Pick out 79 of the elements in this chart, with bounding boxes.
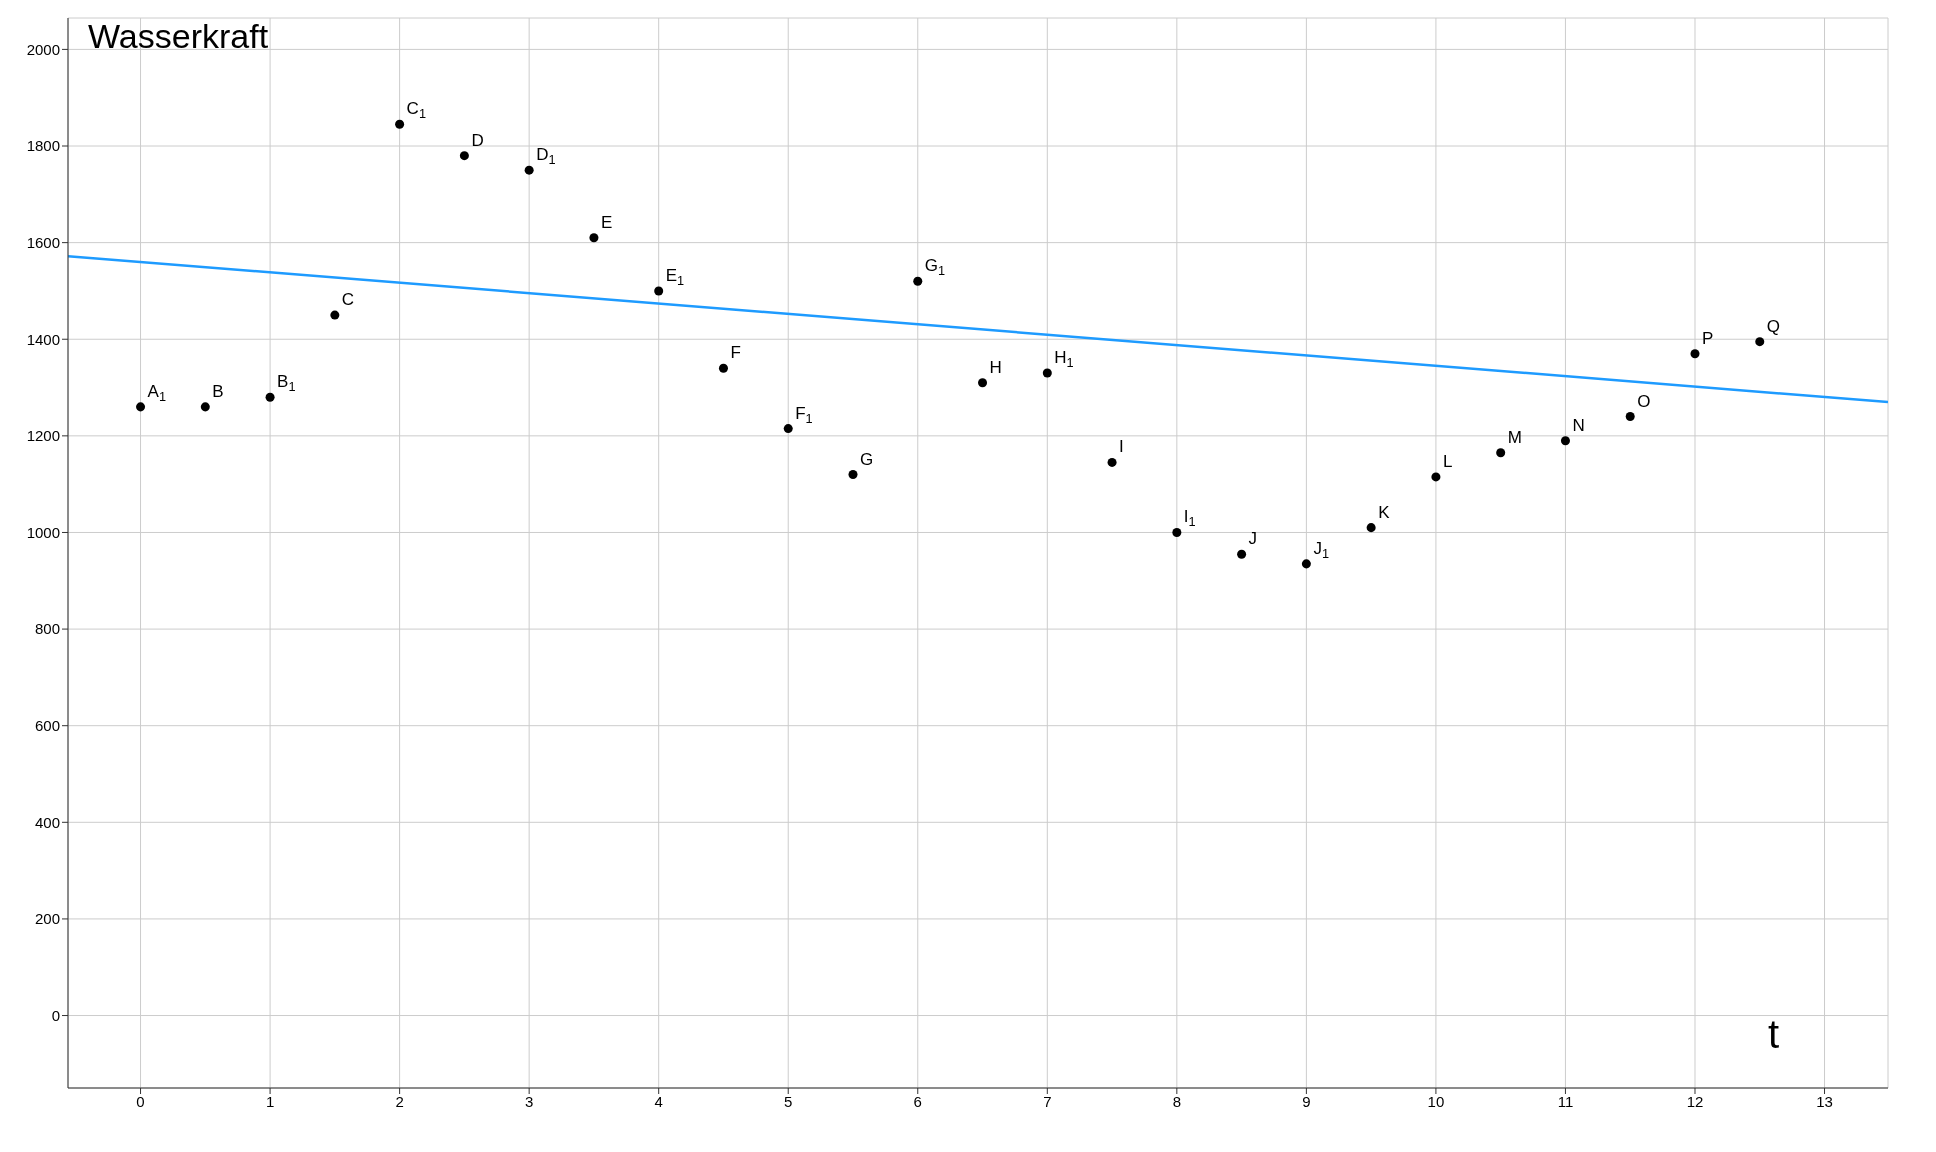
y-tick-label: 1600: [26, 233, 60, 251]
point: [913, 276, 923, 286]
x-tick-label: 4: [654, 1092, 663, 1110]
x-tick-label: 10: [1427, 1092, 1445, 1110]
annotation: E$_{1}$: [665, 265, 685, 288]
y-tick-label: 1400: [26, 330, 60, 348]
point: [330, 310, 340, 320]
point: [1625, 412, 1635, 422]
annotation: N: [1572, 415, 1585, 435]
x-tick-label: 7: [1043, 1092, 1052, 1110]
y-tick-label: 1200: [26, 427, 60, 445]
annotation: H$_{1}$: [1054, 348, 1074, 370]
point: [136, 402, 146, 412]
point: [1755, 337, 1765, 347]
point: [459, 151, 469, 161]
annotation: G$_{1}$: [924, 256, 946, 279]
annotation: F: [730, 343, 741, 363]
annotation: M: [1507, 427, 1522, 447]
point: [1366, 523, 1376, 533]
point: [589, 233, 599, 243]
y-tick-label: 1000: [26, 523, 60, 541]
point: [718, 363, 728, 373]
annotation: L: [1442, 451, 1453, 471]
point: [1431, 472, 1441, 482]
point: [395, 119, 405, 129]
x-tick-label: 11: [1557, 1092, 1574, 1110]
point: [200, 402, 210, 412]
point: [1560, 436, 1570, 446]
annotation: B: [212, 381, 224, 401]
annotation: H: [989, 357, 1002, 377]
annotation: E: [600, 212, 613, 232]
point: [1172, 527, 1182, 537]
x-tick-label: 6: [913, 1092, 922, 1110]
point: [1107, 457, 1117, 467]
annotation: D: [471, 130, 484, 150]
annotation: K: [1378, 502, 1391, 522]
x-tick-label: 3: [524, 1092, 534, 1110]
y-tick-label: 400: [34, 813, 60, 831]
x-tick-label: 12: [1686, 1092, 1704, 1110]
point: [1496, 448, 1506, 458]
x-axis-title: t: [1768, 1012, 1780, 1056]
point: [978, 378, 988, 388]
annotation: C: [341, 290, 355, 310]
annotation: I$_{1}$: [1183, 507, 1196, 530]
annotation: J: [1248, 529, 1258, 549]
point: [524, 165, 534, 175]
annotation: J$_{1}$: [1313, 538, 1329, 561]
x-tick-label: 5: [784, 1092, 793, 1110]
y-tick-label: 0: [51, 1006, 60, 1024]
y-tick-label: 600: [34, 717, 60, 735]
annotation: Q: [1766, 316, 1780, 336]
y-tick-label: 200: [34, 910, 60, 928]
point: [783, 424, 793, 434]
annotation: G: [860, 449, 874, 469]
x-tick-label: 8: [1172, 1092, 1182, 1110]
x-tick-label: 9: [1302, 1092, 1311, 1110]
point: [265, 392, 275, 402]
point: [848, 470, 858, 480]
annotation: P: [1701, 328, 1714, 348]
x-tick-label: 2: [395, 1092, 404, 1110]
annotation: D$_{1}$: [536, 145, 556, 168]
annotation: C$_{1}$: [406, 99, 426, 122]
point: [1237, 549, 1247, 559]
annotation: F$_{1}$: [795, 403, 813, 426]
chart-title: Wasserkraft: [88, 17, 269, 55]
x-tick-label: 1: [265, 1092, 275, 1110]
point: [1690, 349, 1700, 359]
x-tick-label: 13: [1816, 1092, 1833, 1110]
point: [654, 286, 664, 296]
x-tick-label: 0: [136, 1092, 145, 1110]
y-tick-label: 1800: [26, 137, 60, 155]
y-tick-label: 2000: [26, 40, 60, 58]
y-tick-label: 800: [34, 620, 60, 638]
point: [1042, 368, 1052, 378]
annotation: O: [1637, 391, 1651, 411]
point: [1301, 559, 1311, 569]
annotation: B$_{1}$: [277, 372, 296, 395]
annotation: A$_{1}$: [147, 381, 166, 404]
annotation: I: [1119, 437, 1124, 457]
